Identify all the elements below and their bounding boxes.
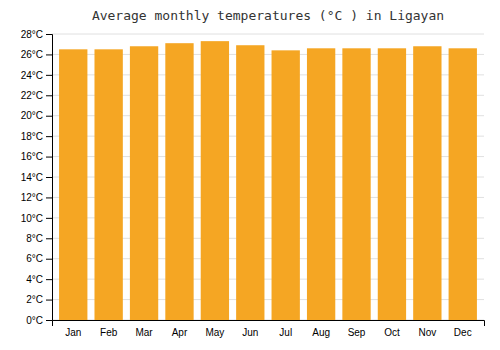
y-tick-mark xyxy=(46,54,52,55)
x-tick: Dec xyxy=(454,327,472,338)
plot: 0°C 2°C 4°C 6°C 8°C 10°C 12°C 14°C 16°C 18°C 20°C 2… xyxy=(21,29,485,338)
bar xyxy=(413,46,441,320)
y-tick: 18°C xyxy=(21,131,52,142)
y-tick-label: 22°C xyxy=(21,90,43,101)
x-tick: Jul xyxy=(279,327,292,338)
x-tick-label: Mar xyxy=(135,327,153,338)
bar xyxy=(59,49,87,320)
y-tick-mark xyxy=(46,157,52,158)
y-tick-label: 2°C xyxy=(26,294,43,305)
x-tick: Jan xyxy=(65,327,81,338)
y-tick-label: 26°C xyxy=(21,49,43,60)
bar xyxy=(130,46,158,320)
y-tick-mark xyxy=(46,116,52,117)
bar xyxy=(201,41,229,320)
x-axis-line xyxy=(53,321,485,327)
x-tick-label: Jul xyxy=(279,327,292,338)
x-tick-label: Sep xyxy=(348,327,366,338)
y-tick-label: 12°C xyxy=(21,192,43,203)
y-tick: 16°C xyxy=(21,151,52,162)
x-tick-label: Aug xyxy=(312,327,330,338)
y-tick-label: 4°C xyxy=(26,274,43,285)
y-tick: 4°C xyxy=(26,274,52,285)
y-tick-mark xyxy=(46,197,52,198)
y-tick-mark xyxy=(46,320,52,321)
y-tick-mark xyxy=(46,136,52,137)
y-tick: 26°C xyxy=(21,49,52,60)
bar xyxy=(307,48,335,320)
chart: 0°C 2°C 4°C 6°C 8°C 10°C 12°C 14°C 16°C 18°C 20°C 2… xyxy=(0,0,500,350)
y-tick: 6°C xyxy=(26,253,52,264)
y-tick-mark xyxy=(46,95,52,96)
bar xyxy=(94,49,122,320)
x-tick: Oct xyxy=(384,327,400,338)
grid-line xyxy=(52,34,484,35)
y-tick-label: 0°C xyxy=(26,315,43,326)
bars xyxy=(59,41,477,320)
y-tick: 0°C xyxy=(26,315,52,326)
x-tick-label: May xyxy=(205,327,224,338)
y-tick: 14°C xyxy=(21,172,52,183)
y-tick-label: 6°C xyxy=(26,253,43,264)
y-tick: 22°C xyxy=(21,90,52,101)
x-tick-label: Jan xyxy=(65,327,81,338)
y-tick-mark xyxy=(46,259,52,260)
bar xyxy=(342,48,370,320)
y-tick-label: 14°C xyxy=(21,172,43,183)
y-tick-mark xyxy=(46,177,52,178)
y-tick: 12°C xyxy=(21,192,52,203)
y-tick-label: 18°C xyxy=(21,131,43,142)
y-tick: 24°C xyxy=(21,70,52,81)
x-tick-label: Dec xyxy=(454,327,472,338)
bar xyxy=(272,50,300,320)
y-tick: 10°C xyxy=(21,213,52,224)
bar xyxy=(449,48,477,320)
x-tick: Jun xyxy=(242,327,258,338)
y-tick: 20°C xyxy=(21,110,52,121)
x-tick: Mar xyxy=(135,327,153,338)
x-tick-label: Oct xyxy=(384,327,400,338)
y-tick-label: 10°C xyxy=(21,213,43,224)
y-tick-mark xyxy=(46,300,52,301)
y-tick: 28°C xyxy=(21,29,52,40)
x-tick: Aug xyxy=(312,327,330,338)
bar xyxy=(165,43,193,320)
x-tick: Sep xyxy=(348,327,366,338)
x-tick-label: Jun xyxy=(242,327,258,338)
bar xyxy=(236,45,264,320)
y-tick-label: 20°C xyxy=(21,110,43,121)
x-tick: May xyxy=(205,327,224,338)
y-tick-label: 16°C xyxy=(21,151,43,162)
bar xyxy=(378,48,406,320)
x-tick-label: Apr xyxy=(172,327,188,338)
x-tick: Nov xyxy=(418,327,436,338)
y-tick-mark xyxy=(46,279,52,280)
title: Average monthly temperatures (°C ) in Li… xyxy=(92,8,444,23)
x-axis: Jan Feb Mar Apr May Jun Jul Aug Sep Oct Nov Dec xyxy=(53,321,485,339)
y-tick-label: 24°C xyxy=(21,70,43,81)
y-tick-mark xyxy=(46,218,52,219)
y-tick-mark xyxy=(46,75,52,76)
y-axis-line xyxy=(46,35,53,321)
y-axis: 0°C 2°C 4°C 6°C 8°C 10°C 12°C 14°C 16°C 18°C 20°C 2… xyxy=(21,29,53,326)
x-tick: Feb xyxy=(100,327,118,338)
y-tick-mark xyxy=(46,238,52,239)
y-tick: 2°C xyxy=(26,294,52,305)
x-tick: Apr xyxy=(172,327,188,338)
y-tick-label: 28°C xyxy=(21,29,43,40)
x-tick-label: Nov xyxy=(418,327,436,338)
x-tick-label: Feb xyxy=(100,327,118,338)
y-tick-label: 8°C xyxy=(26,233,43,244)
y-tick: 8°C xyxy=(26,233,52,244)
y-tick-mark xyxy=(46,34,52,35)
grid xyxy=(52,34,484,320)
